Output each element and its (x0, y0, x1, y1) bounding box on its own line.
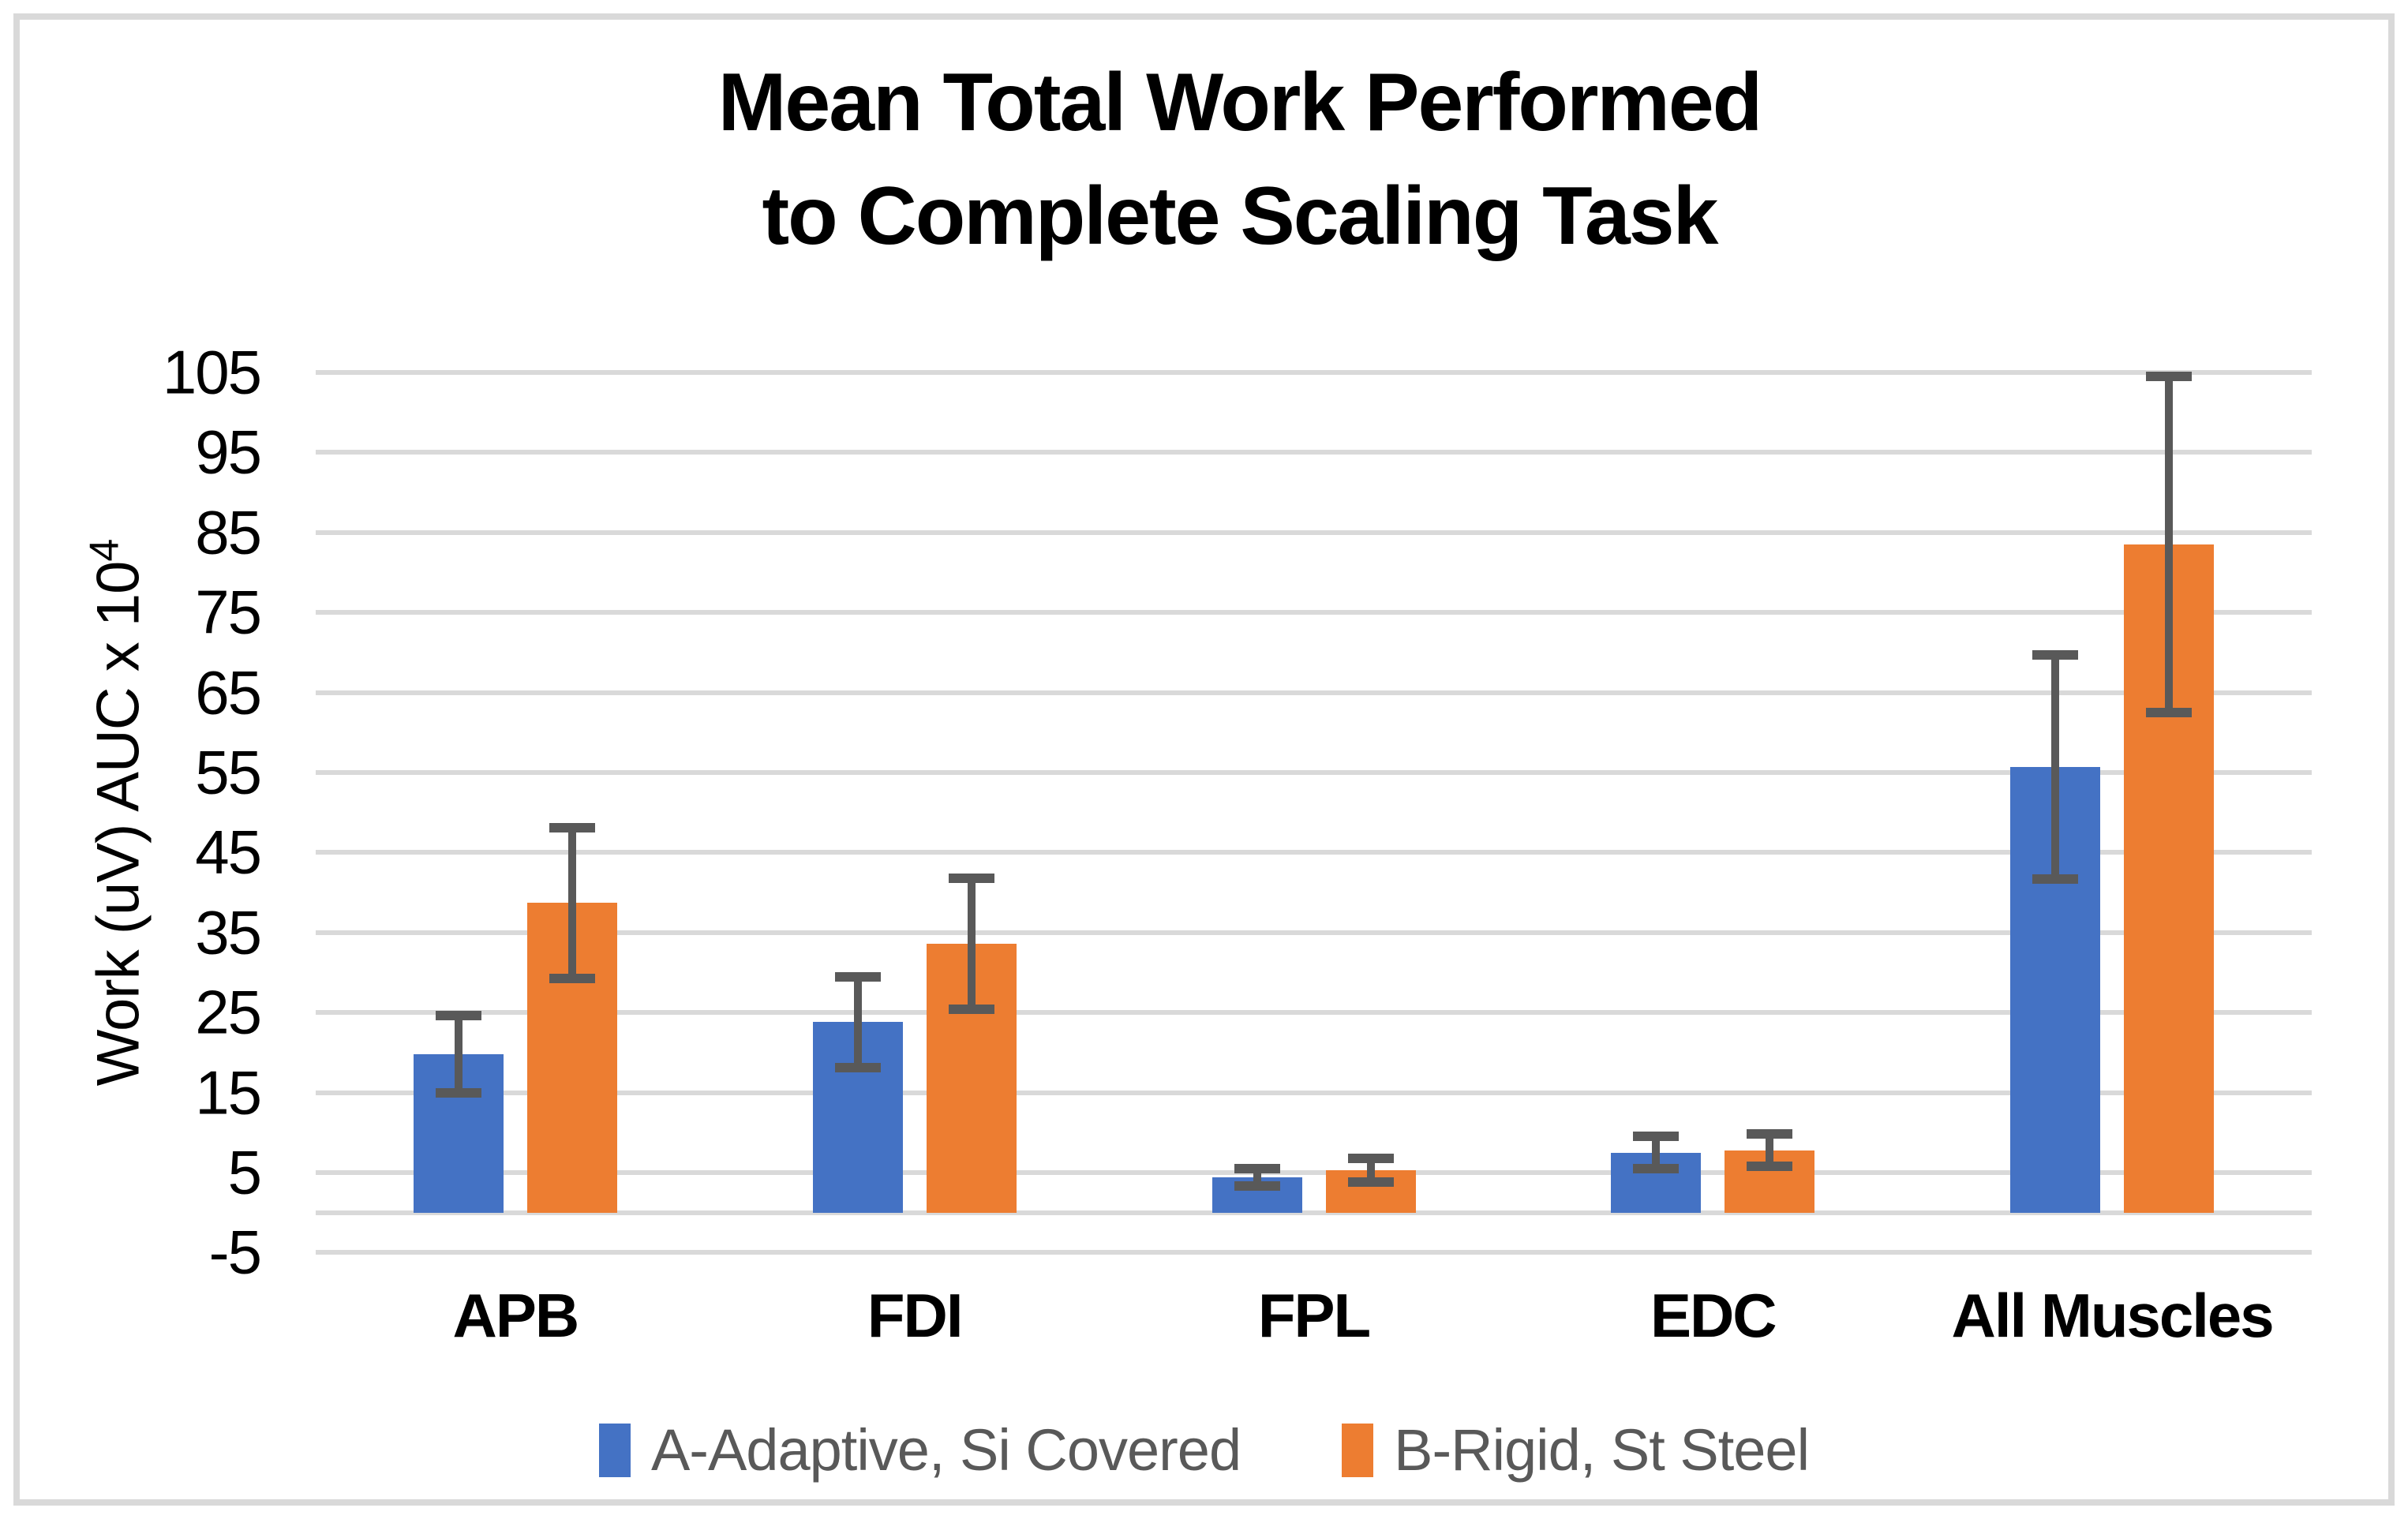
error-bar-bottom-cap-all-muscles (2032, 874, 2079, 884)
error-bar-line-apb (567, 827, 576, 978)
gridline (316, 1090, 2312, 1095)
y-tick-label: 85 (195, 497, 262, 567)
chart-legend: A-Adaptive, Si Covered B-Rigid, St Steel (0, 1416, 2408, 1483)
category-label-apb: APB (452, 1281, 580, 1350)
y-tick-label: 55 (195, 737, 262, 807)
error-bar-line-fpl (1366, 1158, 1375, 1183)
error-bar-line-apb (454, 1016, 463, 1093)
x-axis-line (316, 1210, 2312, 1215)
error-bar-top-cap-apb (435, 1011, 481, 1021)
legend-label: A-Adaptive, Si Covered (650, 1417, 1241, 1483)
gridline (316, 690, 2312, 695)
legend-item-b-rigid-st-steel: B-Rigid, St Steel (1342, 1416, 1810, 1483)
y-tick-label: 75 (195, 577, 262, 647)
y-tick-label: 25 (195, 977, 262, 1047)
error-bar-bottom-cap-all-muscles (2146, 707, 2193, 717)
error-bar-bottom-cap-fpl (1234, 1181, 1280, 1192)
y-tick-label: 95 (195, 417, 262, 487)
legend-swatch-icon (598, 1423, 631, 1477)
gridline (316, 930, 2312, 935)
error-bar-bottom-cap-fdi (834, 1063, 881, 1073)
error-bar-bottom-cap-apb (549, 973, 595, 983)
error-bar-bottom-cap-fdi (948, 1005, 994, 1015)
gridline (316, 450, 2312, 455)
gridline (316, 370, 2312, 375)
y-tick-label: 5 (227, 1137, 262, 1207)
error-bar-line-edc (1766, 1134, 1774, 1166)
error-bar-bottom-cap-apb (435, 1087, 481, 1098)
category-label-fpl: FPL (1257, 1281, 1371, 1350)
legend-label: B-Rigid, St Steel (1394, 1417, 1810, 1483)
category-label-all-muscles: All Muscles (1951, 1281, 2275, 1350)
y-tick-label: 105 (162, 337, 262, 407)
error-bar-top-cap-fpl (1234, 1163, 1280, 1173)
category-label-edc: EDC (1650, 1281, 1777, 1350)
chart-title: Mean Total Work Performed to Complete Sc… (36, 46, 2408, 273)
y-tick-label: -5 (208, 1217, 262, 1287)
error-bar-line-all-muscles (2165, 376, 2174, 713)
y-tick-label: 15 (195, 1057, 262, 1128)
error-bar-line-fpl (1253, 1168, 1261, 1187)
error-bar-line-fdi (853, 976, 862, 1068)
error-bar-line-edc (1652, 1136, 1661, 1169)
error-bar-top-cap-fdi (948, 873, 994, 883)
chart-title-line-2: to Complete Scaling Task (762, 170, 1719, 262)
chart-frame-border (13, 13, 2395, 1506)
error-bar-top-cap-edc (1633, 1132, 1680, 1142)
error-bar-top-cap-all-muscles (2032, 649, 2079, 660)
y-tick-label: 65 (195, 657, 262, 728)
error-bar-top-cap-apb (549, 822, 595, 832)
gridline (316, 529, 2312, 535)
error-bar-bottom-cap-edc (1747, 1161, 1793, 1171)
error-bar-top-cap-fdi (834, 971, 881, 982)
gridline (316, 1170, 2312, 1175)
y-tick-label: 35 (195, 897, 262, 967)
error-bar-line-fdi (967, 877, 976, 1010)
error-bar-bottom-cap-edc (1633, 1163, 1680, 1173)
y-tick-label: 45 (195, 817, 262, 887)
error-bar-bottom-cap-fpl (1347, 1177, 1394, 1188)
category-label-fdi: FDI (867, 1281, 964, 1350)
error-bar-line-all-muscles (2051, 654, 2060, 879)
error-bar-top-cap-all-muscles (2146, 372, 2193, 382)
gridline (316, 610, 2312, 615)
error-bar-top-cap-fpl (1347, 1153, 1394, 1163)
error-bar-top-cap-edc (1747, 1129, 1793, 1139)
gridline (316, 1010, 2312, 1016)
legend-swatch-icon (1342, 1423, 1374, 1477)
gridline (316, 850, 2312, 855)
legend-item-a-adaptive-si-covered: A-Adaptive, Si Covered (598, 1416, 1241, 1483)
gridline (316, 770, 2312, 775)
gridline (316, 1250, 2312, 1255)
chart-title-line-1: Mean Total Work Performed (717, 57, 1763, 148)
